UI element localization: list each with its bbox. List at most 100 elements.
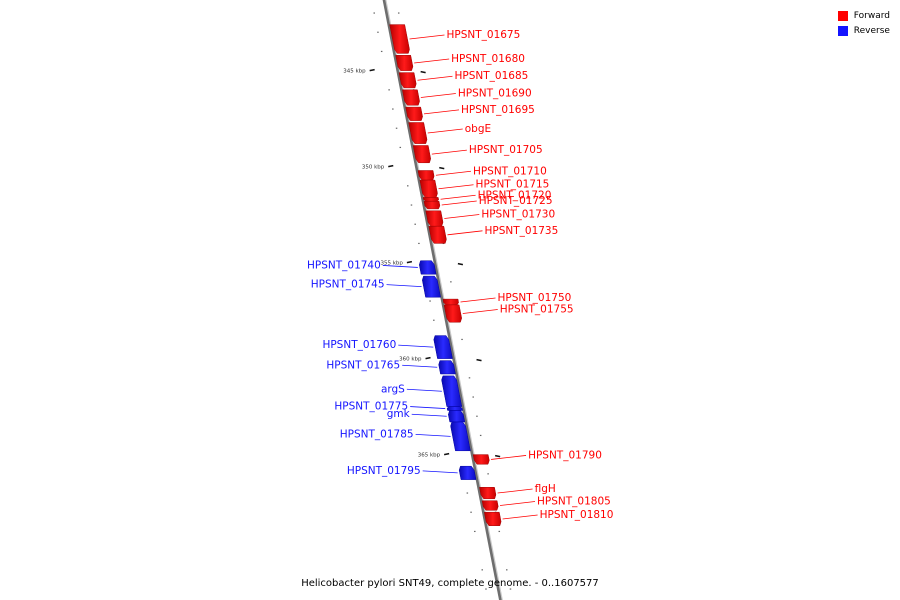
gene-hpsnt_01745[interactable]	[422, 275, 441, 298]
major-tick	[425, 356, 431, 360]
gene-args[interactable]	[441, 375, 463, 407]
gene-label: argS	[381, 383, 405, 395]
leader-line	[415, 434, 451, 437]
gene-flgh[interactable]	[479, 487, 497, 500]
leader-line	[398, 344, 434, 348]
leader-line	[406, 388, 442, 392]
major-tick	[406, 260, 413, 264]
legend-item-reverse: Reverse	[837, 23, 890, 38]
map-caption: Helicobacter pylori SNT49, complete geno…	[301, 578, 599, 589]
gene-label: HPSNT_01745	[311, 279, 385, 291]
gene-labels: HPSNT_01675 HPSNT_01680 HPSNT_01685 HPSNT_0…	[307, 29, 613, 521]
major-tick	[443, 452, 450, 456]
gene-label: HPSNT_01730	[481, 208, 555, 220]
leader-line	[441, 200, 477, 206]
gene-hpsnt_01795[interactable]	[458, 465, 477, 480]
gene-hpsnt_01690[interactable]	[402, 89, 420, 106]
gene-label: HPSNT_01685	[455, 70, 529, 82]
leader-line	[417, 75, 453, 81]
gene-hpsnt_01695[interactable]	[405, 106, 423, 121]
gene-label: HPSNT_01725	[479, 195, 553, 207]
gene-hpsnt_01675[interactable]	[389, 24, 410, 54]
backbone-line	[382, 0, 502, 600]
gene-label: HPSNT_01715	[476, 179, 550, 191]
major-tick	[420, 70, 426, 74]
gene-hpsnt_01785[interactable]	[450, 421, 471, 452]
gene-label: HPSNT_01750	[498, 292, 572, 304]
gene-hpsnt_01750[interactable]	[442, 298, 459, 306]
reverse-swatch	[837, 25, 848, 36]
major-tick	[388, 164, 394, 168]
tick-label: 350 kbp	[362, 165, 385, 171]
leader-lines	[382, 34, 538, 520]
forward-swatch	[837, 10, 848, 21]
leader-line	[402, 364, 438, 368]
legend-label-forward: Forward	[853, 10, 890, 21]
gene-hpsnt_01760[interactable]	[433, 335, 453, 359]
leader-line	[409, 34, 445, 40]
leader-line	[410, 406, 446, 409]
gene-hpsnt_01790[interactable]	[472, 454, 490, 465]
gene-label: HPSNT_01785	[340, 428, 414, 440]
gene-hpsnt_01725[interactable]	[423, 200, 441, 210]
leader-line	[497, 488, 533, 494]
gene-label: HPSNT_01680	[451, 53, 525, 65]
gene-hpsnt_01805[interactable]	[481, 500, 499, 511]
gene-label: HPSNT_01695	[461, 104, 535, 116]
leader-line	[491, 455, 527, 460]
gene-hpsnt_01680[interactable]	[395, 55, 414, 71]
leader-line	[462, 309, 498, 314]
gene-label: HPSNT_01740	[307, 259, 381, 271]
gene-hpsnt_01755[interactable]	[443, 304, 462, 323]
tick-label: 345 kbp	[343, 69, 366, 75]
leader-line	[431, 149, 467, 155]
gene-label: HPSNT_01795	[347, 465, 421, 477]
gene-gmk[interactable]	[448, 410, 466, 423]
tick-label: 360 kbp	[399, 357, 422, 363]
leader-line	[423, 109, 460, 115]
major-tick	[439, 166, 445, 170]
leader-line	[414, 58, 450, 64]
legend-label-reverse: Reverse	[853, 25, 890, 36]
leader-line	[411, 413, 447, 417]
tick-label: 355 kbp	[380, 261, 403, 267]
gene-label: HPSNT_01765	[326, 359, 400, 371]
genes	[389, 24, 502, 526]
leader-line	[422, 470, 458, 474]
gene-label: HPSNT_01735	[484, 225, 558, 237]
gene-label: HPSNT_01775	[334, 401, 408, 413]
major-tick	[457, 262, 464, 266]
gene-label: HPSNT_01710	[473, 165, 547, 177]
major-ticks: 345 kbp 350 kbp 355 kbp 360 kbp 365 kbp	[343, 68, 501, 459]
gene-label: HPSNT_01675	[446, 29, 520, 41]
leader-line	[447, 230, 483, 236]
major-tick	[369, 68, 375, 72]
gene-hpsnt_01765[interactable]	[438, 360, 456, 375]
major-tick	[476, 358, 482, 362]
major-tick	[494, 454, 501, 458]
gene-hpsnt_01810[interactable]	[483, 511, 502, 526]
gene-hpsnt_01705[interactable]	[412, 145, 431, 164]
leader-line	[438, 184, 474, 190]
tick-label: 365 kbp	[418, 453, 441, 459]
leader-line	[382, 265, 418, 268]
gene-label: HPSNT_01805	[537, 496, 611, 508]
leader-line	[502, 514, 538, 520]
gene-label: HPSNT_01790	[528, 449, 602, 461]
leader-line	[386, 284, 422, 288]
leader-line	[420, 93, 456, 98]
gene-hpsnt_01720[interactable]	[422, 197, 439, 202]
gene-label: HPSNT_01690	[458, 88, 532, 100]
leader-line	[435, 170, 471, 176]
gene-obge[interactable]	[408, 122, 428, 144]
gene-hpsnt_01740[interactable]	[419, 260, 437, 275]
leader-line	[460, 297, 496, 303]
gene-label: obgE	[465, 123, 491, 135]
legend-item-forward: Forward	[837, 8, 890, 23]
leader-line	[444, 214, 480, 219]
leader-line	[440, 194, 476, 200]
gene-hpsnt_01775[interactable]	[446, 406, 463, 411]
gene-hpsnt_01735[interactable]	[428, 225, 447, 244]
gene-hpsnt_01685[interactable]	[398, 72, 417, 89]
